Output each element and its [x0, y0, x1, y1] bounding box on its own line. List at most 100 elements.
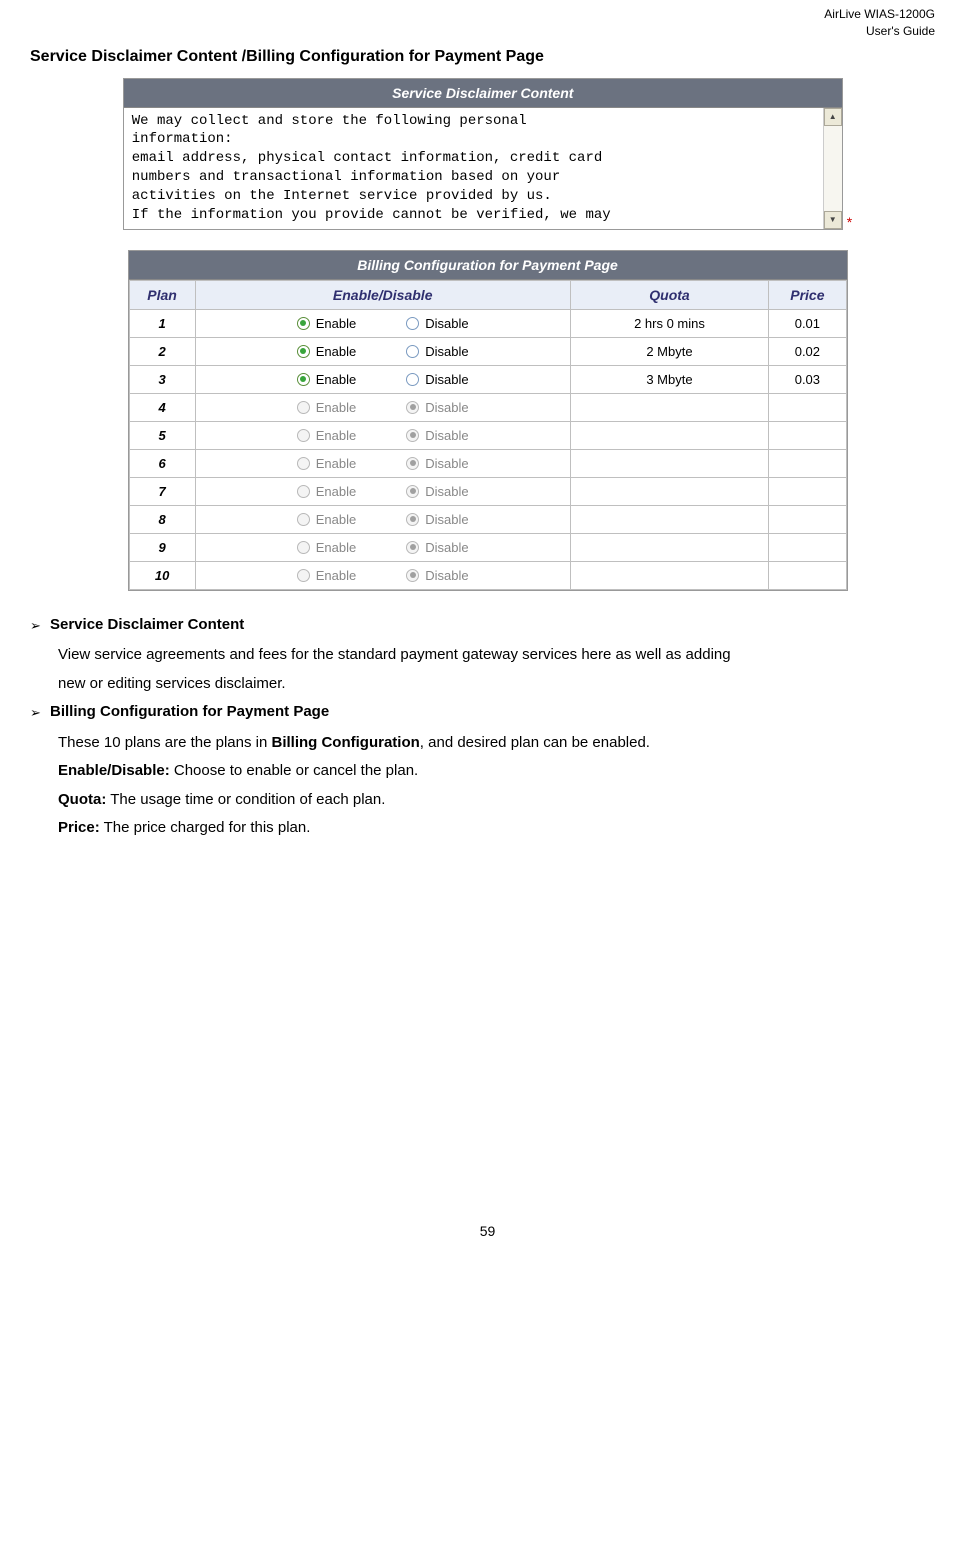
disable-radio-label: Disable [425, 428, 468, 443]
price-cell: 0.03 [769, 365, 846, 393]
enable-radio-label: Enable [316, 484, 356, 499]
plan-cell: 1 [129, 309, 195, 337]
disable-radio-label: Disable [425, 484, 468, 499]
ed-line: Enable/Disable: Choose to enable or canc… [58, 757, 945, 786]
plan-cell: 7 [129, 477, 195, 505]
price-cell [769, 477, 846, 505]
quota-label: Quota: [58, 791, 106, 808]
price-label: Price: [58, 819, 100, 836]
item1-text-line1: View service agreements and fees for the… [58, 641, 945, 670]
price-line: Price: The price charged for this plan. [58, 814, 945, 843]
disable-radio [406, 401, 419, 414]
disable-radio-label: Disable [425, 344, 468, 359]
disable-radio [406, 429, 419, 442]
item2-line1b: Billing Configuration [271, 734, 419, 751]
item2-line1a: These 10 plans are the plans in [58, 734, 271, 751]
price-cell [769, 421, 846, 449]
page-header: AirLive WIAS-1200G User's Guide [30, 0, 945, 40]
quota-cell: 2 hrs 0 mins [570, 309, 769, 337]
table-row: 8EnableDisable [129, 505, 846, 533]
table-row: 4EnableDisable [129, 393, 846, 421]
enable-radio-label: Enable [316, 568, 356, 583]
enable-radio [297, 429, 310, 442]
quota-cell [570, 477, 769, 505]
enable-disable-cell: EnableDisable [195, 449, 570, 477]
col-plan: Plan [129, 280, 195, 309]
item1-text-line2: new or editing services disclaimer. [58, 670, 945, 699]
bullet-arrow-icon: ➢ [30, 698, 50, 726]
price-cell [769, 449, 846, 477]
enable-disable-cell: Enable Disable [195, 421, 570, 449]
page-number: 59 [30, 1223, 945, 1239]
table-row: 2EnableDisable2 Mbyte0.02 [129, 337, 846, 365]
enable-radio-label: Enable [316, 372, 356, 387]
quota-text: The usage time or condition of each plan… [106, 791, 385, 808]
quota-cell [570, 561, 769, 589]
enable-disable-cell: Enable Disable [195, 337, 570, 365]
disclaimer-panel-title: Service Disclaimer Content [124, 79, 842, 108]
table-row: 10EnableDisable [129, 561, 846, 589]
disable-radio [406, 513, 419, 526]
item2-text-line1: These 10 plans are the plans in Billing … [58, 729, 945, 758]
table-row: 5 Enable Disable [129, 421, 846, 449]
disable-radio-label: Disable [425, 512, 468, 527]
price-cell [769, 533, 846, 561]
enable-disable-cell: Enable Disable [195, 533, 570, 561]
disable-radio [406, 569, 419, 582]
plan-cell: 4 [129, 393, 195, 421]
scroll-down-button[interactable]: ▼ [824, 211, 842, 229]
plan-cell: 2 [129, 337, 195, 365]
price-text: The price charged for this plan. [100, 819, 311, 836]
quota-cell [570, 421, 769, 449]
enable-radio [297, 513, 310, 526]
enable-radio [297, 569, 310, 582]
enable-radio[interactable] [297, 345, 310, 358]
disable-radio[interactable] [406, 345, 419, 358]
enable-radio-label: Enable [316, 344, 356, 359]
enable-disable-cell: Enable Disable [195, 309, 570, 337]
quota-cell [570, 505, 769, 533]
enable-disable-cell: EnableDisable [195, 365, 570, 393]
enable-radio-label: Enable [316, 540, 356, 555]
plan-cell: 8 [129, 505, 195, 533]
disable-radio[interactable] [406, 317, 419, 330]
quota-line: Quota: The usage time or condition of ea… [58, 786, 945, 815]
disable-radio[interactable] [406, 373, 419, 386]
quota-cell [570, 533, 769, 561]
plan-cell: 6 [129, 449, 195, 477]
disclaimer-scrollbar[interactable]: ▲ ▼ [824, 108, 842, 229]
scroll-up-button[interactable]: ▲ [824, 108, 842, 126]
enable-radio-label: Enable [316, 428, 356, 443]
enable-disable-cell: EnableDisable [195, 393, 570, 421]
scroll-track[interactable] [824, 126, 842, 211]
disable-radio-label: Disable [425, 316, 468, 331]
disable-radio-label: Disable [425, 540, 468, 555]
enable-radio[interactable] [297, 317, 310, 330]
required-asterisk: * [847, 214, 852, 230]
enable-radio-label: Enable [316, 316, 356, 331]
item2-title: Billing Configuration for Payment Page [50, 698, 329, 727]
col-quota: Quota [570, 280, 769, 309]
item2-line1c: , and desired plan can be enabled. [420, 734, 650, 751]
quota-cell [570, 393, 769, 421]
enable-radio-label: Enable [316, 400, 356, 415]
enable-disable-cell: EnableDisable [195, 505, 570, 533]
plan-cell: 5 [129, 421, 195, 449]
table-row: 6EnableDisable [129, 449, 846, 477]
table-row: 9EnableDisable [129, 533, 846, 561]
col-price: Price [769, 280, 846, 309]
enable-radio [297, 541, 310, 554]
price-cell [769, 393, 846, 421]
price-cell: 0.01 [769, 309, 846, 337]
enable-radio [297, 401, 310, 414]
ed-text: Choose to enable or cancel the plan. [170, 762, 419, 779]
disable-radio-label: Disable [425, 456, 468, 471]
enable-radio[interactable] [297, 373, 310, 386]
plan-cell: 3 [129, 365, 195, 393]
enable-radio [297, 457, 310, 470]
billing-panel: Billing Configuration for Payment Page P… [128, 250, 848, 591]
quota-cell: 3 Mbyte [570, 365, 769, 393]
price-cell: 0.02 [769, 337, 846, 365]
disclaimer-textarea[interactable]: We may collect and store the following p… [124, 108, 824, 229]
disable-radio-label: Disable [425, 568, 468, 583]
